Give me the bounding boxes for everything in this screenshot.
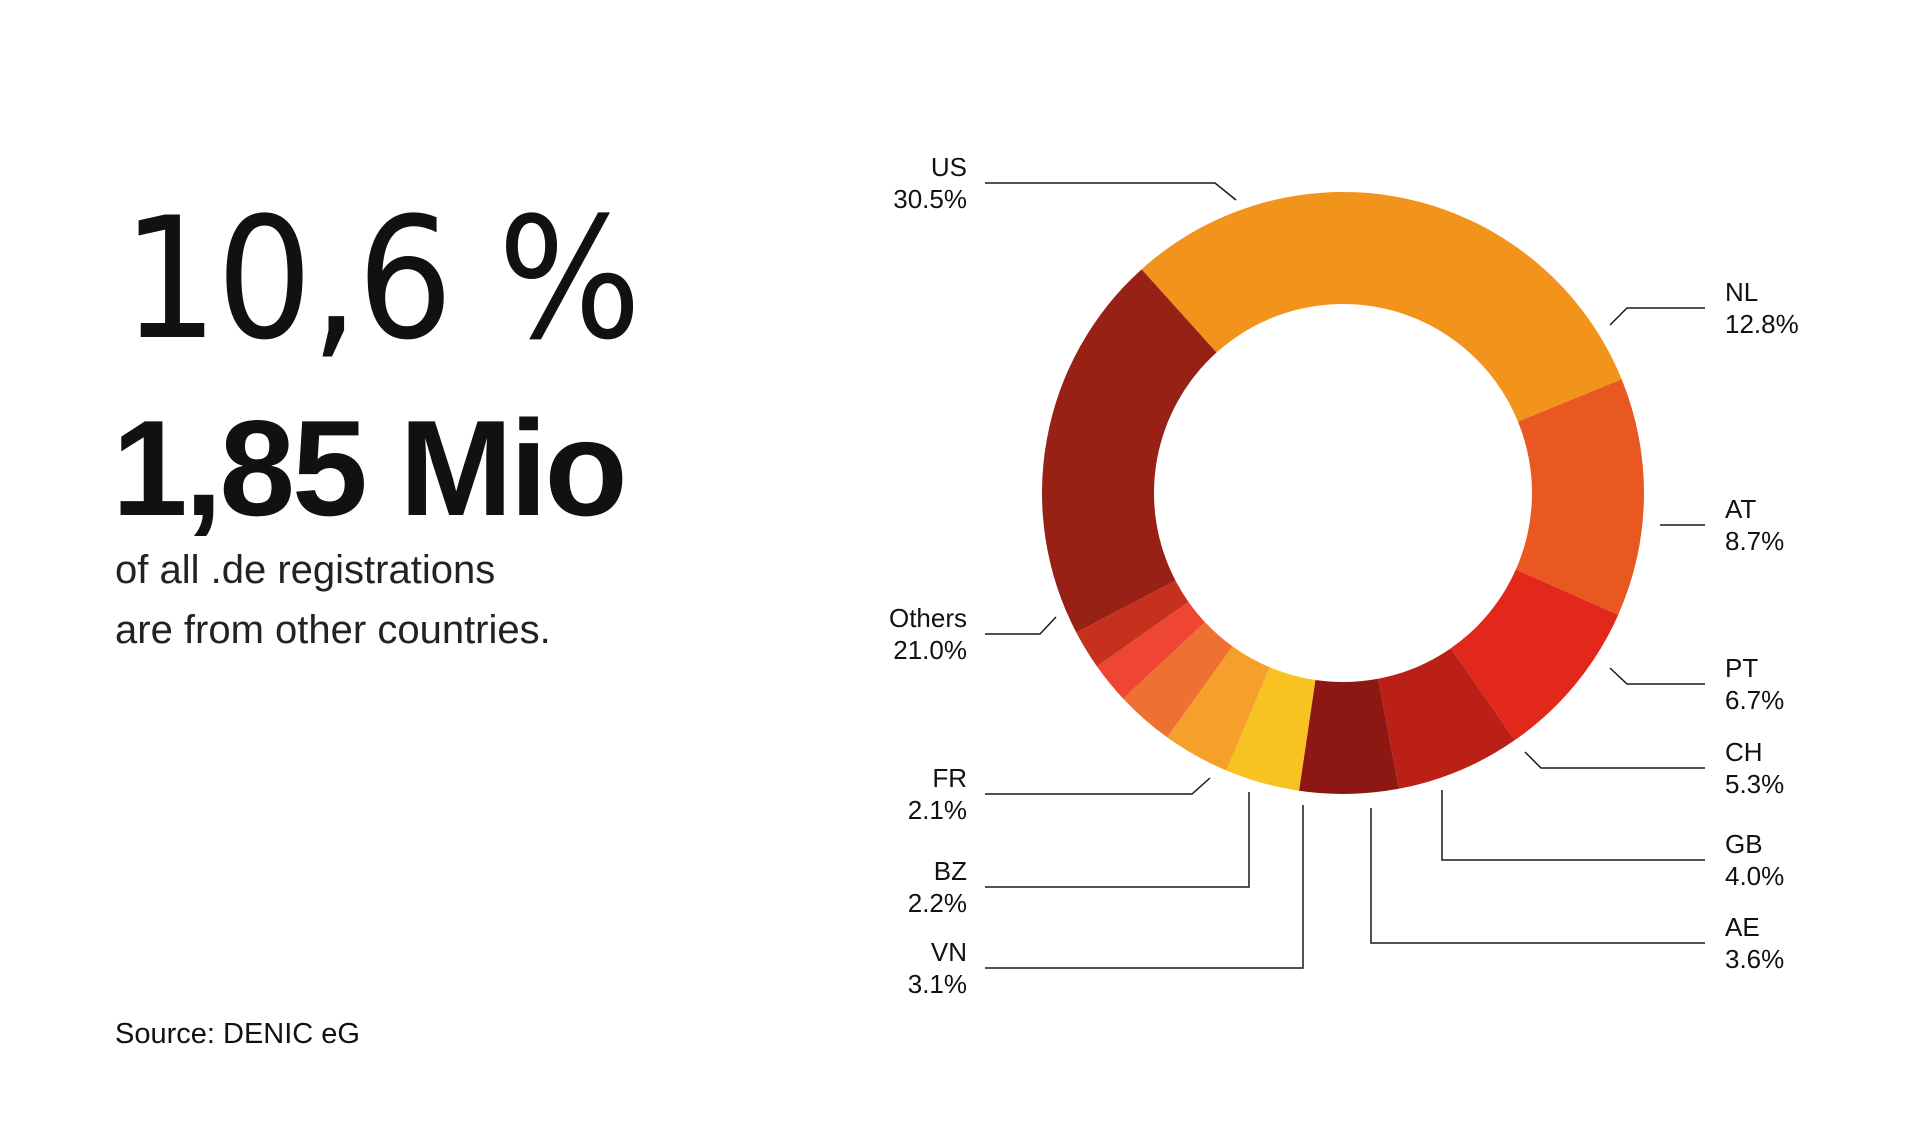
slice-value-nl: 12.8% xyxy=(1725,309,1799,339)
headline-description: of all .de registrations are from other … xyxy=(115,540,551,660)
slice-fr xyxy=(1076,580,1189,667)
slice-value-gb: 4.0% xyxy=(1725,861,1784,891)
slice-label-vn: VN xyxy=(931,937,967,967)
slice-value-fr: 2.1% xyxy=(908,795,967,825)
leader-line-ae xyxy=(1370,808,1705,944)
slice-label-bz: BZ xyxy=(934,856,967,886)
leader-line-us xyxy=(985,182,1237,201)
slice-label-us: US xyxy=(931,152,967,182)
slice-at xyxy=(1450,569,1619,741)
slice-others xyxy=(1042,269,1217,633)
leader-line-vn xyxy=(985,805,1304,969)
slice-label-pt: PT xyxy=(1725,653,1758,683)
leader-line-others xyxy=(985,616,1057,635)
slice-label-ae: AE xyxy=(1725,912,1760,942)
slice-vn xyxy=(1123,622,1233,738)
slice-bz xyxy=(1096,601,1205,699)
slice-us xyxy=(1141,192,1622,422)
slice-gb xyxy=(1226,667,1316,791)
slice-label-at: AT xyxy=(1725,494,1756,524)
leader-line-bz xyxy=(985,792,1250,888)
slice-label-ch: CH xyxy=(1725,737,1763,767)
leader-line-gb xyxy=(1441,790,1705,861)
description-line-2: are from other countries. xyxy=(115,608,551,652)
slice-label-gb: GB xyxy=(1725,829,1763,859)
slice-ch xyxy=(1299,678,1399,794)
slice-value-ch: 5.3% xyxy=(1725,769,1784,799)
slice-pt xyxy=(1378,648,1515,789)
slice-label-fr: FR xyxy=(932,763,967,793)
headline-percent: 10,6 % xyxy=(122,181,641,377)
slice-label-others: Others xyxy=(889,603,967,633)
slice-nl xyxy=(1515,379,1644,615)
slice-value-pt: 6.7% xyxy=(1725,685,1784,715)
description-line-1: of all .de registrations xyxy=(115,548,496,592)
leader-line-nl xyxy=(1609,307,1705,326)
source-note: Source: DENIC eG xyxy=(115,1018,360,1050)
donut-slices xyxy=(1042,192,1644,794)
slice-value-us: 30.5% xyxy=(893,184,967,214)
headline-count: 1,85 Mio xyxy=(112,392,628,544)
slice-value-ae: 3.6% xyxy=(1725,944,1784,974)
slice-value-vn: 3.1% xyxy=(908,969,967,999)
slice-value-at: 8.7% xyxy=(1725,526,1784,556)
slice-value-bz: 2.2% xyxy=(908,888,967,918)
slice-ae xyxy=(1167,646,1270,771)
slice-value-others: 21.0% xyxy=(893,635,967,665)
slice-label-nl: NL xyxy=(1725,277,1758,307)
leader-line-pt xyxy=(1609,667,1705,685)
leader-line-ch xyxy=(1524,751,1705,769)
leader-lines xyxy=(985,182,1705,969)
leader-line-fr xyxy=(985,777,1211,795)
